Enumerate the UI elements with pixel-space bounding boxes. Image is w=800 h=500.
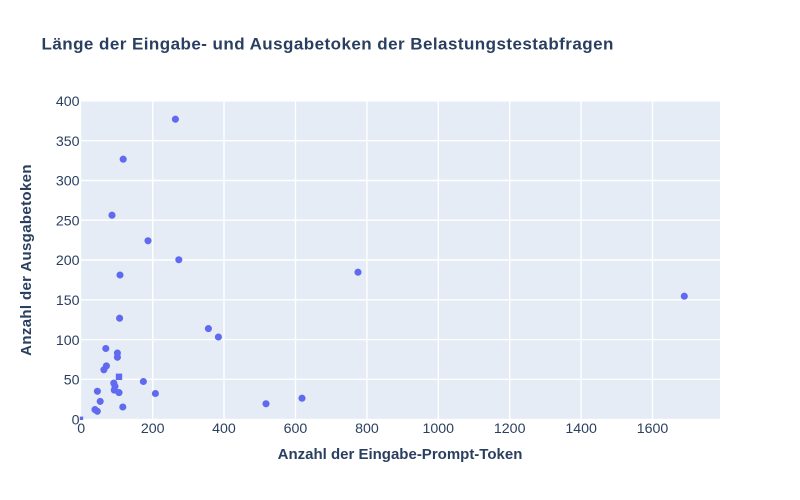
svg-text:150: 150 [56, 293, 80, 309]
svg-text:100: 100 [56, 333, 80, 349]
svg-text:600: 600 [284, 421, 308, 437]
svg-text:350: 350 [56, 134, 80, 150]
svg-text:50: 50 [64, 373, 80, 389]
svg-text:0: 0 [72, 412, 80, 428]
svg-text:Anzahl der Ausgabetoken: Anzahl der Ausgabetoken [18, 164, 35, 356]
svg-text:300: 300 [56, 174, 80, 190]
svg-text:200: 200 [141, 421, 165, 437]
svg-text:400: 400 [56, 94, 80, 110]
svg-text:400: 400 [212, 421, 236, 437]
svg-text:1400: 1400 [565, 421, 597, 437]
svg-text:1000: 1000 [423, 421, 455, 437]
svg-text:200: 200 [56, 253, 80, 269]
svg-text:250: 250 [56, 213, 80, 229]
svg-text:1600: 1600 [637, 421, 669, 437]
svg-text:1200: 1200 [494, 421, 526, 437]
svg-text:Anzahl der Eingabe-Prompt-Toke: Anzahl der Eingabe-Prompt-Token [278, 446, 523, 463]
svg-text:0: 0 [77, 421, 85, 437]
svg-text:800: 800 [355, 421, 379, 437]
svg-text:Länge der Eingabe- und Ausgabe: Länge der Eingabe- und Ausgabetoken der … [42, 35, 614, 54]
